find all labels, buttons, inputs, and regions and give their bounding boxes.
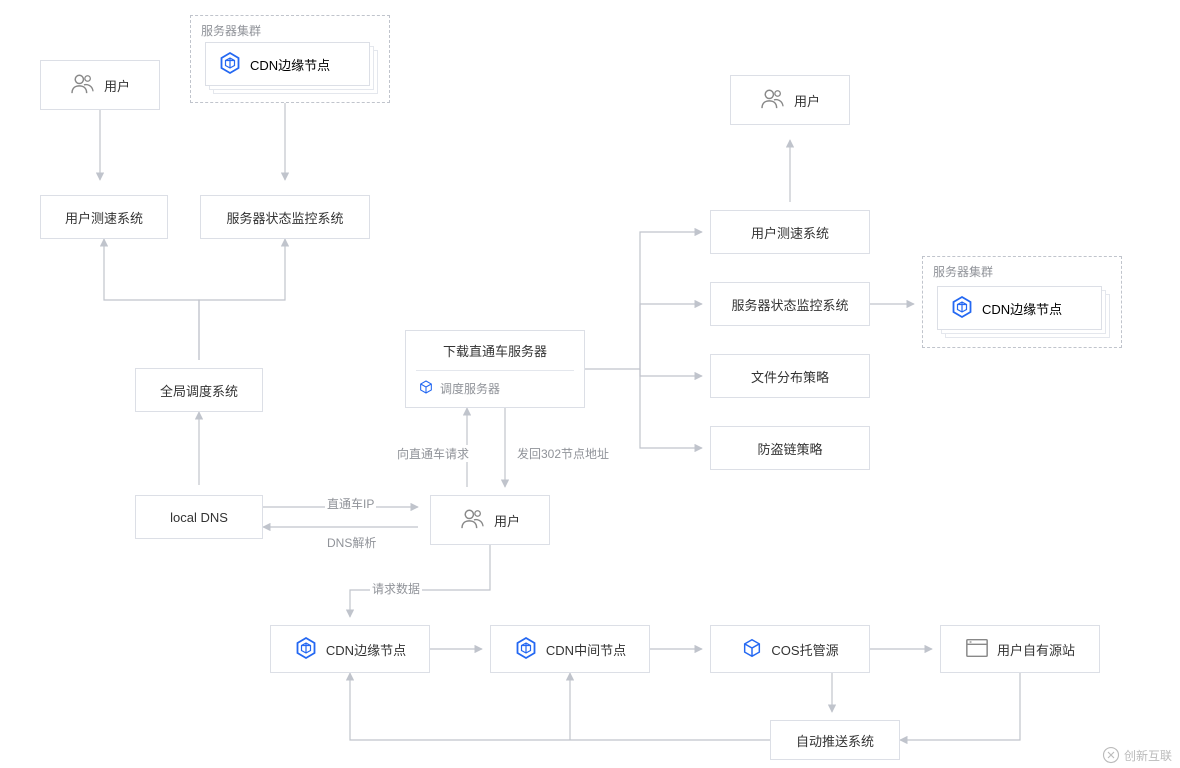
watermark: 创新互联 xyxy=(1102,746,1172,764)
node-subtitle: 调度服务器 xyxy=(406,371,584,406)
edge-label: DNS解析 xyxy=(325,534,378,551)
node-user-top-right: 用户 xyxy=(730,75,850,125)
edge-label: 直通车IP xyxy=(325,495,376,512)
hex-icon xyxy=(294,636,318,663)
node-cdn-mid: CDN中间节点 xyxy=(490,625,650,673)
edge-label: 请求数据 xyxy=(370,580,422,597)
node-global-dispatch: 全局调度系统 xyxy=(135,368,263,412)
node-server-monitor-system-r: 服务器状态监控系统 xyxy=(710,282,870,326)
node-title: 下载直通车服务器 xyxy=(406,331,584,370)
node-label: 文件分布策略 xyxy=(751,367,829,386)
node-label: CDN中间节点 xyxy=(546,640,626,659)
node-local-dns: local DNS xyxy=(135,495,263,539)
node-label: 用户测速系统 xyxy=(751,223,829,242)
node-user-speed-system: 用户测速系统 xyxy=(40,195,168,239)
node-cdn-edge-bottom: CDN边缘节点 xyxy=(270,625,430,673)
card-label: CDN边缘节点 xyxy=(982,299,1062,318)
user-icon xyxy=(70,73,96,98)
user-icon xyxy=(460,508,486,533)
window-icon xyxy=(965,637,989,662)
node-download-server: 下载直通车服务器 调度服务器 xyxy=(405,330,585,408)
card-label: CDN边缘节点 xyxy=(250,55,330,74)
cube-icon xyxy=(418,379,434,398)
node-label: 全局调度系统 xyxy=(160,381,238,400)
hex-icon xyxy=(950,295,974,322)
node-label: 服务器状态监控系统 xyxy=(731,295,848,314)
cube-icon xyxy=(741,637,763,662)
edge-label: 向直通车请求 xyxy=(395,445,471,462)
node-auto-push: 自动推送系统 xyxy=(770,720,900,760)
node-user-origin: 用户自有源站 xyxy=(940,625,1100,673)
hex-icon xyxy=(218,51,242,78)
node-label: 用户自有源站 xyxy=(997,640,1075,659)
node-user-top-left: 用户 xyxy=(40,60,160,110)
node-label: 用户 xyxy=(104,76,130,95)
card-cdn-edge-right: CDN边缘节点 xyxy=(937,286,1102,330)
edge-label: 发回302节点地址 xyxy=(515,445,611,462)
hex-icon xyxy=(514,636,538,663)
user-icon xyxy=(760,88,786,113)
group-title: 服务器集群 xyxy=(201,22,261,39)
node-user-center: 用户 xyxy=(430,495,550,545)
node-file-dist-policy: 文件分布策略 xyxy=(710,354,870,398)
node-anti-leech-policy: 防盗链策略 xyxy=(710,426,870,470)
node-label: CDN边缘节点 xyxy=(326,640,406,659)
node-label: 用户测速系统 xyxy=(65,208,143,227)
node-label: 用户 xyxy=(794,91,820,110)
node-user-speed-system-r: 用户测速系统 xyxy=(710,210,870,254)
node-label: 自动推送系统 xyxy=(796,731,874,750)
group-title: 服务器集群 xyxy=(933,263,993,280)
node-label: local DNS xyxy=(170,510,228,525)
node-label: 防盗链策略 xyxy=(757,439,822,458)
card-cdn-edge-top: CDN边缘节点 xyxy=(205,42,370,86)
node-label: COS托管源 xyxy=(771,640,838,659)
node-label: 用户 xyxy=(494,511,520,530)
node-server-monitor-system: 服务器状态监控系统 xyxy=(200,195,370,239)
node-label: 服务器状态监控系统 xyxy=(226,208,343,227)
node-cos-host: COS托管源 xyxy=(710,625,870,673)
